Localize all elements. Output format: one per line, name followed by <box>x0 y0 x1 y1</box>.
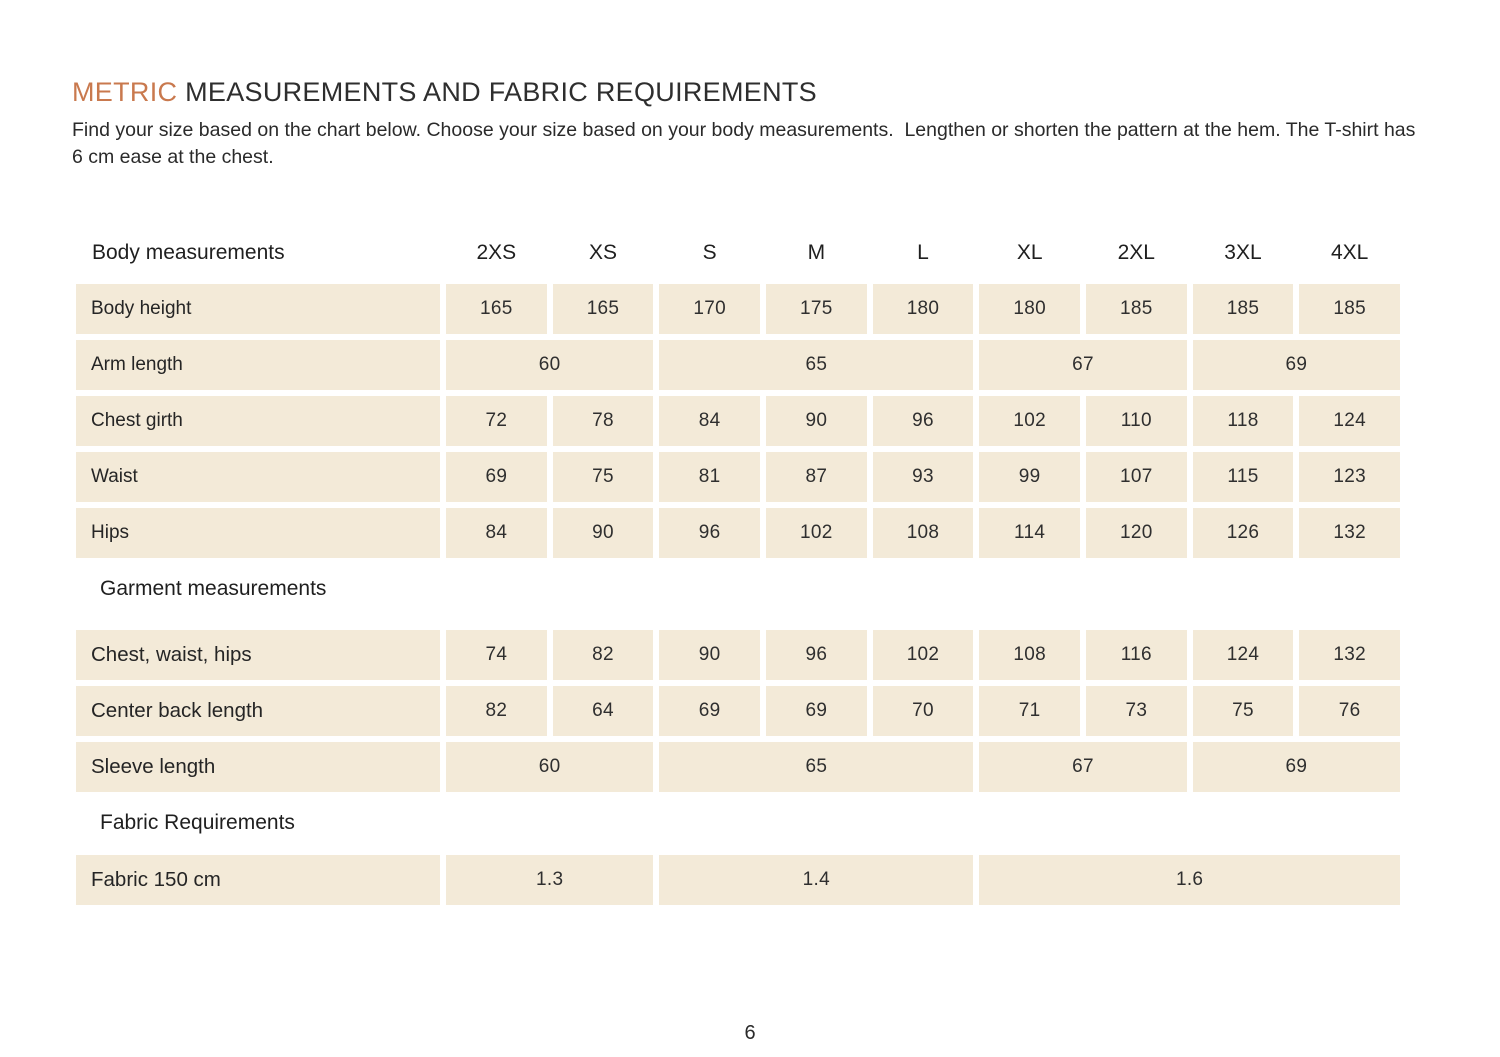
intro-text: Find your size based on the chart below.… <box>72 118 1421 169</box>
value-cell: 69 <box>1192 741 1400 792</box>
value-cell: 102 <box>979 395 1080 446</box>
value-cell: 115 <box>1192 451 1294 502</box>
size-header-4xl: 4XL <box>1330 240 1369 264</box>
size-header-l: L <box>917 240 929 264</box>
value-cell: 132 <box>1299 507 1400 558</box>
size-header-s: S <box>702 240 717 264</box>
value-cell: 120 <box>1085 507 1187 558</box>
value-cell: 69 <box>659 685 760 736</box>
page-title-accent: METRIC <box>72 77 178 107</box>
row-label: Arm length <box>76 339 440 390</box>
garment-measurements-table: Chest, waist, hips 74 82 90 96 102 108 116 124 13… <box>76 629 1400 792</box>
size-header-2xl: 2XL <box>1117 240 1155 264</box>
value-cell: 93 <box>872 451 974 502</box>
size-header-xl: XL <box>1016 240 1043 264</box>
size-header-2xs: 2XS <box>476 240 517 264</box>
row-label: Chest, waist, hips <box>76 629 440 680</box>
value-cell: 65 <box>659 741 974 792</box>
value-cell: 124 <box>1299 395 1400 446</box>
value-cell: 1.3 <box>446 854 654 905</box>
value-cell: 90 <box>659 629 760 680</box>
value-cell: 96 <box>765 629 867 680</box>
value-cell: 82 <box>552 629 654 680</box>
value-cell: 84 <box>659 395 760 446</box>
value-cell: 132 <box>1299 629 1400 680</box>
value-cell: 118 <box>1192 395 1294 446</box>
value-cell: 110 <box>1085 395 1187 446</box>
value-cell: 70 <box>872 685 974 736</box>
value-cell: 102 <box>872 629 974 680</box>
value-cell: 74 <box>446 629 547 680</box>
value-cell: 78 <box>552 395 654 446</box>
value-cell: 84 <box>446 507 547 558</box>
value-cell: 72 <box>446 395 547 446</box>
value-cell: 75 <box>1192 685 1294 736</box>
value-cell: 114 <box>979 507 1080 558</box>
value-cell: 67 <box>979 741 1187 792</box>
value-cell: 102 <box>765 507 867 558</box>
value-cell: 90 <box>552 507 654 558</box>
section-heading-garment: Garment measurements <box>100 576 327 600</box>
value-cell: 75 <box>552 451 654 502</box>
value-cell: 99 <box>979 451 1080 502</box>
row-label: Center back length <box>76 685 440 736</box>
value-cell: 180 <box>872 283 974 334</box>
row-label: Sleeve length <box>76 741 440 792</box>
value-cell: 170 <box>659 283 760 334</box>
value-cell: 185 <box>1192 283 1294 334</box>
value-cell: 108 <box>872 507 974 558</box>
value-cell: 96 <box>659 507 760 558</box>
fabric-requirements-table: Fabric 150 cm 1.3 1.4 1.6 <box>76 854 1400 905</box>
value-cell: 64 <box>552 685 654 736</box>
value-cell: 116 <box>1085 629 1187 680</box>
row-label: Fabric 150 cm <box>76 854 440 905</box>
value-cell: 69 <box>446 451 547 502</box>
value-cell: 185 <box>1299 283 1400 334</box>
row-label: Chest girth <box>76 395 440 446</box>
value-cell: 108 <box>979 629 1080 680</box>
value-cell: 69 <box>765 685 867 736</box>
page-content: METRIC MEASUREMENTS AND FABRIC REQUIREME… <box>72 77 1500 905</box>
value-cell: 67 <box>979 339 1187 390</box>
value-cell: 73 <box>1085 685 1187 736</box>
row-label: Waist <box>76 451 440 502</box>
value-cell: 185 <box>1085 283 1187 334</box>
value-cell: 126 <box>1192 507 1294 558</box>
value-cell: 165 <box>446 283 547 334</box>
value-cell: 90 <box>765 395 867 446</box>
size-header-xs: XS <box>588 240 617 264</box>
value-cell: 175 <box>765 283 867 334</box>
page-title: METRIC MEASUREMENTS AND FABRIC REQUIREME… <box>72 77 1500 108</box>
page-title-rest: MEASUREMENTS AND FABRIC REQUIREMENTS <box>177 77 817 107</box>
value-cell: 87 <box>765 451 867 502</box>
size-header-m: M <box>807 240 826 264</box>
value-cell: 165 <box>552 283 654 334</box>
value-cell: 96 <box>872 395 974 446</box>
row-label: Body height <box>76 283 440 334</box>
body-measurements-table: Body measurements 2XS XS S M L XL 2XL 3X… <box>76 228 1400 558</box>
table-heading-body-measurements: Body measurements <box>92 240 285 264</box>
size-chart: Body measurements 2XS XS S M L XL 2XL 3X… <box>76 228 1400 905</box>
value-cell: 124 <box>1192 629 1294 680</box>
value-cell: 71 <box>979 685 1080 736</box>
value-cell: 60 <box>446 741 654 792</box>
section-heading-fabric: Fabric Requirements <box>100 810 295 834</box>
value-cell: 1.6 <box>979 854 1400 905</box>
value-cell: 81 <box>659 451 760 502</box>
size-header-3xl: 3XL <box>1224 240 1262 264</box>
page-number: 6 <box>744 1022 756 1044</box>
value-cell: 60 <box>446 339 654 390</box>
value-cell: 65 <box>659 339 974 390</box>
value-cell: 123 <box>1299 451 1400 502</box>
value-cell: 1.4 <box>659 854 974 905</box>
value-cell: 76 <box>1299 685 1400 736</box>
row-label: Hips <box>76 507 440 558</box>
value-cell: 69 <box>1192 339 1400 390</box>
value-cell: 107 <box>1085 451 1187 502</box>
value-cell: 180 <box>979 283 1080 334</box>
value-cell: 82 <box>446 685 547 736</box>
